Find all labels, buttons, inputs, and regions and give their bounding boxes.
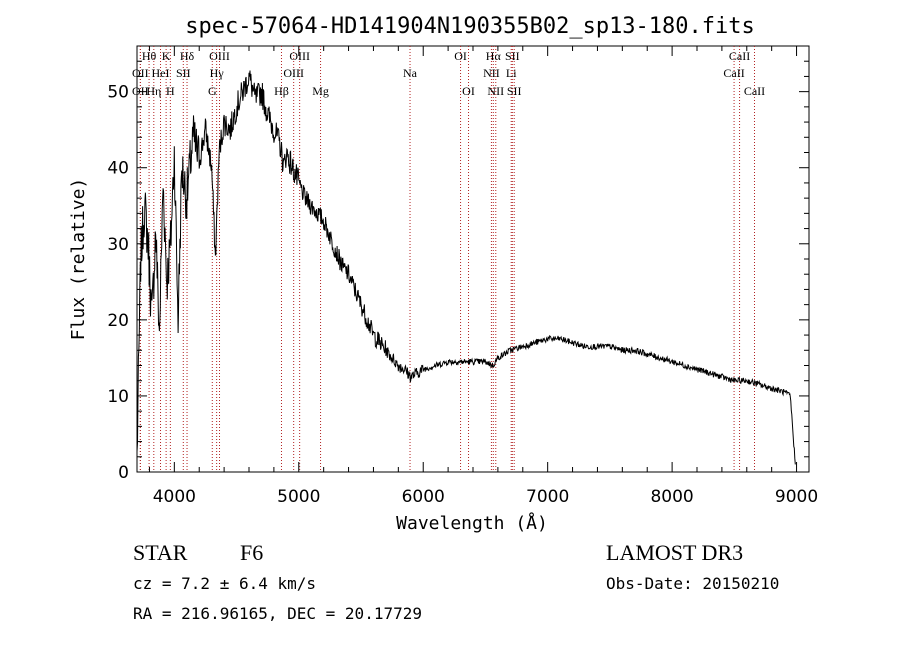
line-label-14: OIII bbox=[289, 49, 310, 63]
spectral-line-labels: OIIOIIHθHηHeIKHSIIHδGHγOIIIHβOIIIOIIIMgN… bbox=[132, 49, 765, 98]
line-label-7: SII bbox=[176, 66, 191, 80]
x-tick-label-6000: 6000 bbox=[402, 487, 445, 507]
line-label-8: Hδ bbox=[180, 49, 195, 63]
line-label-27: CaII bbox=[744, 84, 765, 98]
line-label-1: OII bbox=[132, 84, 149, 98]
y-tick-label-10: 10 bbox=[107, 387, 129, 407]
line-label-17: OI bbox=[454, 49, 467, 63]
survey-name: LAMOST DR3 bbox=[606, 540, 744, 565]
observation-date: Obs-Date: 20150210 bbox=[606, 574, 780, 593]
x-tick-label-8000: 8000 bbox=[650, 487, 693, 507]
line-label-23: SII bbox=[505, 49, 520, 63]
y-axis-ticks: 0 10 20 30 40 50 bbox=[107, 60, 809, 483]
y-axis-label: Flux (relative) bbox=[68, 178, 89, 341]
line-label-20: Hα bbox=[486, 49, 502, 63]
line-label-5: K bbox=[162, 49, 171, 63]
line-label-19: NII bbox=[483, 66, 500, 80]
chart-title: spec-57064-HD141904N190355B02_sp13-180.f… bbox=[185, 14, 755, 39]
line-label-22: Li bbox=[506, 66, 517, 80]
line-label-16: Na bbox=[403, 66, 418, 80]
y-tick-label-30: 30 bbox=[107, 235, 129, 255]
y-tick-label-0: 0 bbox=[118, 463, 129, 483]
line-label-0: OII bbox=[132, 66, 149, 80]
line-label-2: Hθ bbox=[142, 49, 157, 63]
line-label-3: Hη bbox=[146, 84, 161, 98]
coordinates: RA = 216.96165, DEC = 20.17729 bbox=[133, 604, 422, 623]
line-label-15: Mg bbox=[312, 84, 329, 98]
line-label-4: HeI bbox=[152, 66, 170, 80]
object-subclass: F6 bbox=[240, 540, 264, 565]
line-label-10: Hγ bbox=[210, 66, 225, 80]
x-tick-label-5000: 5000 bbox=[277, 487, 320, 507]
spectral-line-markers bbox=[139, 46, 755, 472]
line-label-26: CaII bbox=[729, 49, 750, 63]
line-label-11: OIII bbox=[209, 49, 230, 63]
line-label-21: NII bbox=[487, 84, 504, 98]
line-label-12: Hβ bbox=[274, 84, 289, 98]
x-axis-label: Wavelength (Å) bbox=[396, 512, 548, 534]
line-label-25: CaII bbox=[723, 66, 744, 80]
x-tick-label-7000: 7000 bbox=[526, 487, 569, 507]
line-label-13: OIII bbox=[283, 66, 304, 80]
x-tick-label-4000: 4000 bbox=[153, 487, 196, 507]
y-tick-label-50: 50 bbox=[107, 83, 129, 103]
line-label-6: H bbox=[166, 84, 175, 98]
y-tick-label-20: 20 bbox=[107, 311, 129, 331]
y-tick-label-40: 40 bbox=[107, 159, 129, 179]
redshift-cz: cz = 7.2 ± 6.4 km/s bbox=[133, 574, 317, 593]
spectrum-series-line bbox=[136, 70, 796, 465]
x-axis-ticks: 4000 5000 6000 7000 8000 9000 bbox=[148, 46, 818, 507]
x-tick-label-9000: 9000 bbox=[775, 487, 818, 507]
line-label-24: SII bbox=[507, 84, 522, 98]
object-class: STAR bbox=[133, 540, 188, 565]
line-label-9: G bbox=[208, 84, 217, 98]
line-label-18: OI bbox=[462, 84, 475, 98]
